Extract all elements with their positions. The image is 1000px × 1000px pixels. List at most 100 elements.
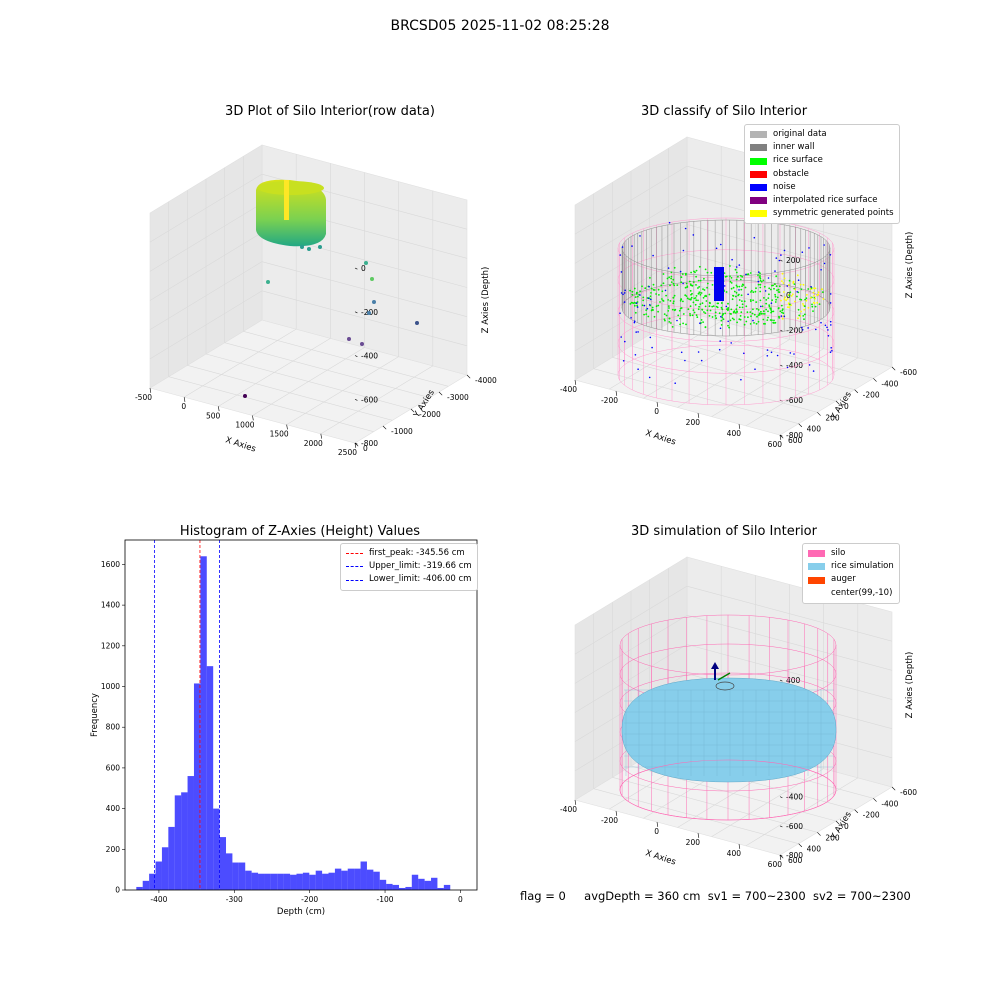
x-tick-label: 400 <box>727 429 742 438</box>
rice-surface-point <box>789 304 791 306</box>
rice-surface-point <box>752 313 754 315</box>
rice-surface-point <box>806 294 808 296</box>
y-tick-label: -400 <box>881 379 898 388</box>
rice-surface-point <box>729 275 731 277</box>
rice-surface-point <box>772 285 774 287</box>
histogram-bar <box>296 874 302 890</box>
histogram-bar <box>284 874 290 890</box>
noise-point <box>639 235 641 237</box>
axis-tick <box>855 390 858 393</box>
rice-surface-point <box>632 294 634 296</box>
noise-point <box>736 266 738 268</box>
rice-surface-point <box>741 294 743 296</box>
rice-surface-point <box>668 307 670 309</box>
y-tick-label: -1000 <box>391 427 413 436</box>
plot4-legend: silo rice simulation auger center(99,-10) <box>802 543 900 604</box>
axis-tick <box>817 832 820 835</box>
noise-point <box>680 271 682 273</box>
rice-surface-point <box>759 291 761 293</box>
noise-point <box>760 306 762 308</box>
rice-surface-point <box>730 320 732 322</box>
legend-entry: auger <box>808 573 894 586</box>
rice-surface-point <box>762 319 764 321</box>
z-tick-label: 0 <box>361 264 366 273</box>
rice-surface-point <box>676 284 678 286</box>
rice-surface-point <box>709 315 711 317</box>
rice-surface-point <box>765 303 767 305</box>
plot2-title: 3D classify of Silo Interior <box>524 104 924 119</box>
noise-point <box>639 294 641 296</box>
noise-point <box>669 222 671 224</box>
rice-surface-point <box>823 298 825 300</box>
rice-surface-point <box>701 309 703 311</box>
rice-surface-point <box>673 285 675 287</box>
rice-surface-point <box>680 298 682 300</box>
noise-point <box>830 324 832 326</box>
rice-surface-point <box>810 297 812 299</box>
y-tick-label: 0 <box>115 886 120 895</box>
y-tick-label: -4000 <box>475 376 497 385</box>
rice-surface-point <box>731 277 733 279</box>
z-axis-label: Z Axies (Depth) <box>905 232 915 299</box>
rice-surface-point <box>669 318 671 320</box>
rice-surface-point <box>762 280 764 282</box>
histogram-bar <box>341 871 347 890</box>
rice-surface-point <box>660 285 662 287</box>
rice-surface-point <box>699 266 701 268</box>
rice-surface-point <box>679 324 681 326</box>
rice-surface-point <box>701 319 703 321</box>
z-tick-label: -600 <box>786 396 803 405</box>
histogram-bar <box>226 853 232 890</box>
noise-point <box>650 299 652 301</box>
legend-label: inner wall <box>773 141 814 154</box>
status-footer: flag = 0 avgDepth = 360 cm sv1 = 700~230… <box>520 889 911 903</box>
histogram-bar <box>303 873 309 890</box>
rice-surface-point <box>738 294 740 296</box>
rice-surface-point <box>755 287 757 289</box>
noise-point <box>636 302 638 304</box>
rice-surface-point <box>798 309 800 311</box>
plot1-3d-axes: -50005001000150020002500 0-1000-2000-3000… <box>0 130 500 490</box>
histogram-bar <box>188 776 194 890</box>
histogram-bar <box>143 881 149 890</box>
rice-surface-point <box>735 296 737 298</box>
noise-point <box>738 289 740 291</box>
noise-point <box>820 269 822 271</box>
rice-surface-point <box>685 273 687 275</box>
noise-point <box>790 352 792 354</box>
histogram-bar <box>322 874 328 890</box>
rice-surface-point <box>689 281 691 283</box>
x-tick-label: 1500 <box>270 430 289 439</box>
rice-surface-point <box>821 288 823 290</box>
histogram-bar <box>271 874 277 890</box>
rice-surface-point <box>760 300 762 302</box>
y-tick-label: 800 <box>106 723 121 732</box>
legend-entry: symmetric generated points <box>750 207 894 220</box>
rice-surface-point <box>741 300 743 302</box>
noise-point <box>820 322 822 324</box>
noise-point <box>802 329 804 331</box>
rice-surface-point <box>794 289 796 291</box>
rice-surface-point <box>747 316 749 318</box>
noise-point <box>701 360 703 362</box>
scatter-point <box>266 280 270 284</box>
noise-point <box>674 382 676 384</box>
x-tick-label: 2500 <box>338 448 357 457</box>
noise-point <box>830 351 832 353</box>
rice-surface-point <box>737 276 739 278</box>
rice-surface-point <box>704 289 706 291</box>
rice-surface-point <box>777 297 779 299</box>
histogram-bar <box>393 885 399 890</box>
axis-tick <box>892 367 895 370</box>
x-tick-label: 500 <box>206 411 221 420</box>
rice-surface-point <box>634 305 636 307</box>
legend-entry: Upper_limit: -319.66 cm <box>346 560 472 573</box>
rice-surface-point <box>796 296 798 298</box>
noise-point <box>635 354 637 356</box>
rice-surface-point <box>666 315 668 317</box>
rice-surface-point <box>721 302 723 304</box>
histogram-bar <box>175 795 181 890</box>
rice-surface-point <box>644 287 646 289</box>
rice-surface-point <box>783 291 785 293</box>
rice-surface-point <box>673 283 675 285</box>
